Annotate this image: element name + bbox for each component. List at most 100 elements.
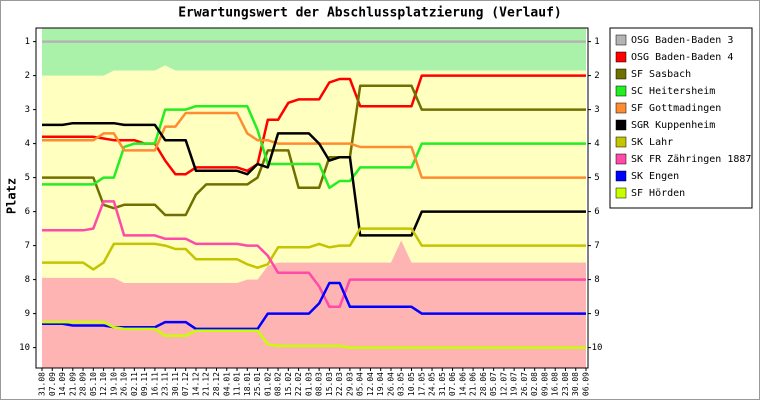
- x-tick-label: 01.02: [263, 372, 272, 396]
- y-tick-label: 7: [594, 241, 599, 251]
- legend-label: OSG Baden-Baden 4: [631, 52, 733, 63]
- legend-label: SF Sasbach: [631, 69, 691, 80]
- x-tick-label: 19.10: [109, 372, 118, 396]
- x-tick-label: 03.05: [397, 372, 406, 396]
- x-tick-label: 30.08: [571, 372, 580, 396]
- legend-swatch: [615, 153, 627, 165]
- x-tick-label: 05.10: [89, 372, 98, 396]
- x-tick-label: 19.07: [510, 372, 519, 396]
- x-tick-label: 28.06: [479, 372, 488, 396]
- x-tick-label: 07.12: [181, 372, 190, 396]
- series-line: [42, 200, 586, 309]
- y-tick-label: 6: [25, 207, 30, 217]
- x-tick-label: 14.06: [458, 372, 467, 396]
- x-tick-label: 07.06: [448, 372, 457, 396]
- x-tick-label: 29.03: [345, 372, 354, 396]
- x-tick-label: 05.04: [356, 372, 365, 396]
- x-tick-label: 24.05: [428, 372, 437, 396]
- x-tick-label: 21.06: [469, 372, 478, 396]
- legend-swatch: [615, 51, 627, 63]
- x-tick-label: 17.05: [417, 372, 426, 396]
- x-tick-label: 05.07: [489, 372, 498, 396]
- x-tick-label: 01.03: [304, 372, 313, 396]
- x-tick-label: 12.07: [499, 372, 508, 396]
- legend-swatch: [615, 102, 627, 114]
- y-tick-label: 5: [594, 173, 599, 183]
- y-tick-label: 9: [594, 309, 599, 319]
- series-line: [42, 111, 586, 179]
- x-tick-label: 11.01: [233, 372, 242, 396]
- series-line: [42, 74, 586, 176]
- x-tick-label: 23.08: [561, 372, 570, 396]
- y-tick-label: 8: [594, 275, 599, 285]
- series-line: [42, 227, 586, 271]
- y-tick-label: 6: [594, 207, 599, 217]
- series-line: [42, 104, 586, 190]
- x-tick-label: 15.02: [284, 372, 293, 396]
- legend-box: [609, 27, 753, 209]
- x-tick-label: 09.08: [540, 372, 549, 396]
- y-tick-label: 2: [594, 71, 599, 81]
- legend-swatch: [615, 34, 627, 46]
- x-tick-label: 02.08: [530, 372, 539, 396]
- legend-label: SF Gottmadingen: [631, 103, 721, 114]
- x-tick-label: 09.11: [140, 372, 149, 396]
- x-tick-label: 26.07: [520, 372, 529, 396]
- y-tick-label: 2: [25, 71, 30, 81]
- x-tick-label: 12.04: [366, 372, 375, 396]
- legend-swatch: [615, 68, 627, 80]
- x-tick-label: 18.01: [243, 372, 252, 396]
- x-tick-label: 12.10: [99, 372, 108, 396]
- legend-label: OSG Baden-Baden 3: [631, 35, 733, 46]
- x-tick-label: 23.11: [161, 372, 170, 396]
- legend-label: SK Lahr: [631, 137, 673, 148]
- y-tick-label: 8: [25, 275, 30, 285]
- y-tick-label: 7: [25, 241, 30, 251]
- x-tick-label: 31.08: [38, 372, 47, 396]
- x-tick-label: 21.09: [68, 372, 77, 396]
- legend-swatch: [615, 85, 627, 97]
- series-line: [42, 281, 586, 331]
- x-tick-label: 30.11: [171, 372, 180, 396]
- x-tick-label: 31.05: [438, 372, 447, 396]
- chart-title: Erwartungswert der Abschlussplatzierung …: [178, 6, 562, 21]
- x-tick-label: 07.09: [48, 372, 57, 396]
- x-tick-label: 22.02: [294, 372, 303, 396]
- x-tick-label: 02.11: [130, 372, 139, 396]
- x-tick-label: 22.03: [335, 372, 344, 396]
- x-tick-label: 16.11: [150, 372, 159, 396]
- series-line: [42, 84, 586, 217]
- legend-label: SK FR Zähringen 1887: [631, 154, 751, 165]
- x-tick-label: 15.03: [325, 372, 334, 396]
- y-tick-label: 4: [25, 139, 30, 149]
- y-tick-label: 9: [25, 309, 30, 319]
- legend-label: SF Hörden: [631, 188, 685, 199]
- x-tick-label: 14.09: [58, 372, 67, 396]
- legend-swatch: [615, 187, 627, 199]
- y-tick-label: 1: [594, 37, 599, 47]
- x-tick-label: 04.01: [222, 372, 231, 396]
- legend-label: SGR Kuppenheim: [631, 120, 715, 131]
- x-tick-label: 16.08: [551, 372, 560, 396]
- x-tick-label: 28.09: [79, 372, 88, 396]
- x-tick-label: 08.02: [274, 372, 283, 396]
- y-axis-label: Platz: [5, 178, 19, 214]
- legend-label: SK Engen: [631, 171, 679, 182]
- x-tick-label: 26.10: [120, 372, 129, 396]
- y-tick-label: 10: [19, 343, 30, 353]
- legend-swatch: [615, 119, 627, 131]
- legend-swatch: [615, 136, 627, 148]
- x-tick-label: 21.12: [202, 372, 211, 396]
- legend-swatch: [615, 170, 627, 182]
- plot-frame: [35, 27, 589, 369]
- x-tick-label: 19.04: [376, 372, 385, 396]
- y-tick-label: 5: [25, 173, 30, 183]
- x-tick-label: 08.03: [315, 372, 324, 396]
- y-tick-label: 3: [25, 105, 30, 115]
- x-tick-label: 26.04: [386, 372, 395, 396]
- series-line: [42, 320, 586, 349]
- upper-zone: [42, 28, 586, 76]
- x-tick-label: 06.09: [582, 372, 591, 396]
- x-tick-label: 14.12: [191, 372, 200, 396]
